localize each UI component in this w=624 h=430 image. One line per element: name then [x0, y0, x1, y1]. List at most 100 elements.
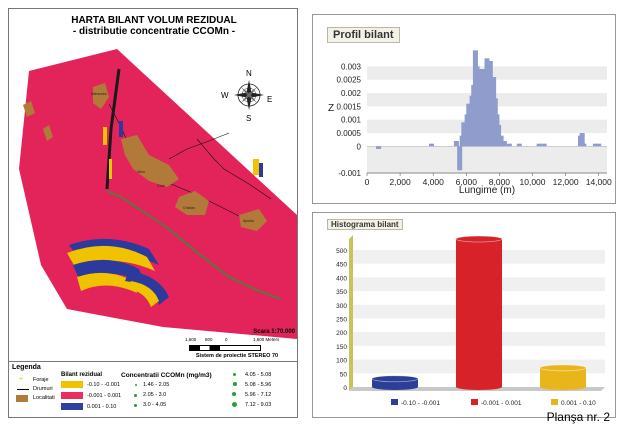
histogram-panel: Histograma bilant 0 50 100 150 200 250 300 350 4…	[312, 212, 616, 418]
profile-bar	[429, 143, 435, 147]
bilant-legend-title: Bilant rezidual	[61, 372, 103, 378]
x-tick-label: 10,000	[520, 177, 546, 187]
scale-tick: 1,600 Meters	[253, 337, 280, 342]
conc-label: 5.96 - 7.12	[245, 392, 272, 398]
map-title-line2: - distributie concentratie CCOMn -	[72, 26, 236, 37]
y-tick-label: 350	[336, 289, 347, 296]
y-tick-label: 0	[343, 385, 347, 392]
y-tick-label: 450	[336, 262, 347, 269]
grid-band	[367, 146, 607, 173]
y-tick-label: 0.0025	[337, 76, 362, 85]
legend-symbol-label: Localitati	[33, 395, 55, 401]
bilant-label: -0.001 - 0.001	[87, 393, 122, 399]
histogram-chart: 0 50 100 150 200 250 300 350 400 450 500 -0.10 - -0…	[336, 235, 605, 407]
histogram-bar-top	[455, 235, 503, 243]
y-tick-label: 500	[336, 248, 347, 255]
x-axis-label: Lungime (m)	[459, 185, 515, 196]
legend-symbol-label: Drumuri	[33, 386, 53, 392]
legend-title: Legenda	[12, 364, 41, 371]
map-title: HARTA BILANT VOLUM REZIDUAL - distributi…	[9, 15, 297, 37]
profile-bar	[579, 133, 585, 147]
legend-label: -0.10 - -0.001	[401, 400, 440, 407]
profile-bar	[457, 146, 463, 171]
map-canvas: Miercurea Sibiu Orlat Cristian Apoldu N …	[19, 49, 297, 339]
settlement-area	[239, 209, 267, 231]
profile-bar	[536, 143, 542, 147]
profile-bar	[506, 143, 512, 147]
settlement-area	[23, 101, 35, 117]
conc-dot	[134, 394, 137, 397]
conc-label: 4.05 - 5.08	[245, 372, 272, 378]
drill-icon: +	[19, 376, 24, 383]
y-tick-label: 400	[336, 275, 347, 282]
scale-tick: 1,600	[185, 337, 197, 342]
legend-label: -0.001 - 0.001	[481, 400, 522, 407]
bilant-patch	[259, 163, 263, 177]
bilant-band-yellow	[67, 245, 155, 271]
x-tick-label: 8,000	[489, 177, 511, 187]
bilant-swatch	[61, 392, 83, 399]
river-channel	[105, 68, 121, 190]
plate-number: Planşa nr. 2	[546, 410, 610, 424]
map-panel: HARTA BILANT VOLUM REZIDUAL - distributi…	[8, 8, 298, 418]
map-legend: Legenda + Foraje Drumuri Localitati Bila…	[9, 361, 297, 417]
road-line-icon	[17, 389, 29, 390]
profile-chart: -0.001 0 0.0005 0.001 0.0015 0.002 0.0025 0.003…	[328, 50, 612, 196]
profile-bar	[541, 143, 547, 147]
drainage-line	[106, 190, 282, 300]
profile-bar	[516, 143, 522, 147]
histogram-bar	[456, 239, 502, 387]
bilant-patch	[119, 121, 123, 137]
y-tick-label: 0.0015	[337, 102, 362, 111]
axis-wall	[349, 235, 353, 391]
y-tick-label: 250	[336, 316, 347, 323]
histogram-bar-base	[372, 384, 418, 390]
histogram-bar-base	[540, 384, 586, 390]
bilant-band-yellow	[127, 281, 159, 307]
profile-panel: Profil bilant -0.001 0 0.0005 0.001 0.0015 0.…	[312, 14, 616, 204]
y-tick-label: 300	[336, 303, 347, 310]
bilant-label: -0.10 - -0.001	[87, 382, 121, 388]
profile-bar	[496, 125, 502, 147]
histogram-title: Histograma bilant	[327, 219, 403, 230]
y-tick-label: 50	[340, 371, 348, 378]
compass-n-label: N	[246, 69, 252, 78]
settlement-icon	[16, 395, 28, 402]
histogram-bar-top	[371, 375, 419, 383]
y-tick-label: 0.001	[341, 116, 362, 125]
compass-rose-icon: N S E W	[221, 69, 272, 123]
map-title-line1: HARTA BILANT VOLUM REZIDUAL	[71, 15, 237, 26]
compass-s-label: S	[246, 114, 251, 123]
conc-dot	[233, 373, 236, 376]
conc-dot	[233, 382, 237, 386]
x-tick-label: 2,000	[389, 177, 411, 187]
legend-symbol-label: Foraje	[33, 377, 49, 383]
bilant-band-blue	[73, 259, 145, 283]
bilant-band-yellow	[77, 272, 137, 293]
projection-label: Sistem de proiectie STEREO 70	[195, 353, 279, 359]
profile-bar	[501, 141, 507, 147]
settlement-area	[93, 83, 109, 109]
conc-label: 7.12 - 9.03	[245, 402, 272, 408]
conc-dot	[232, 402, 237, 407]
scale-tick: 800	[205, 337, 213, 342]
y-tick-label: 0.0005	[337, 129, 362, 138]
place-label: Orlat	[157, 184, 165, 188]
conc-label: 5.08 - 5.96	[245, 382, 272, 388]
histogram-bar-base	[456, 384, 502, 390]
profile-bar	[596, 143, 602, 147]
compass-w-label: W	[221, 91, 229, 100]
profile-bar	[581, 143, 587, 147]
y-tick-label: 150	[336, 344, 347, 351]
x-tick-label: 14,000	[586, 177, 612, 187]
x-tick-label: 0	[365, 177, 370, 187]
profile-bar	[453, 141, 459, 147]
settlement-area	[43, 125, 53, 141]
conc-dot	[134, 404, 137, 407]
bilant-label: 0.001 - 0.10	[87, 404, 117, 410]
legend-swatch	[391, 399, 398, 405]
bilant-swatch	[61, 403, 83, 410]
histogram-bar	[372, 378, 418, 387]
profile-bar	[376, 146, 382, 149]
road-line	[196, 138, 272, 200]
